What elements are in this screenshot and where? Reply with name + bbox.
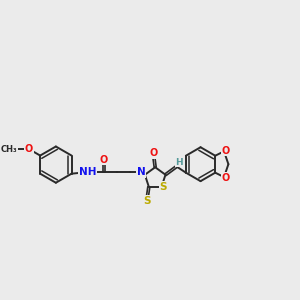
Text: S: S <box>144 196 151 206</box>
Text: S: S <box>159 182 167 192</box>
Text: NH: NH <box>79 167 96 177</box>
Text: O: O <box>150 148 158 158</box>
Text: CH₃: CH₃ <box>1 145 17 154</box>
Text: N: N <box>137 167 146 177</box>
Text: S: S <box>159 182 167 192</box>
Text: N: N <box>137 167 146 177</box>
Text: O: O <box>221 146 229 156</box>
Text: O: O <box>25 144 33 154</box>
Text: O: O <box>221 172 229 183</box>
Text: O: O <box>100 154 108 165</box>
Text: H: H <box>175 158 183 167</box>
